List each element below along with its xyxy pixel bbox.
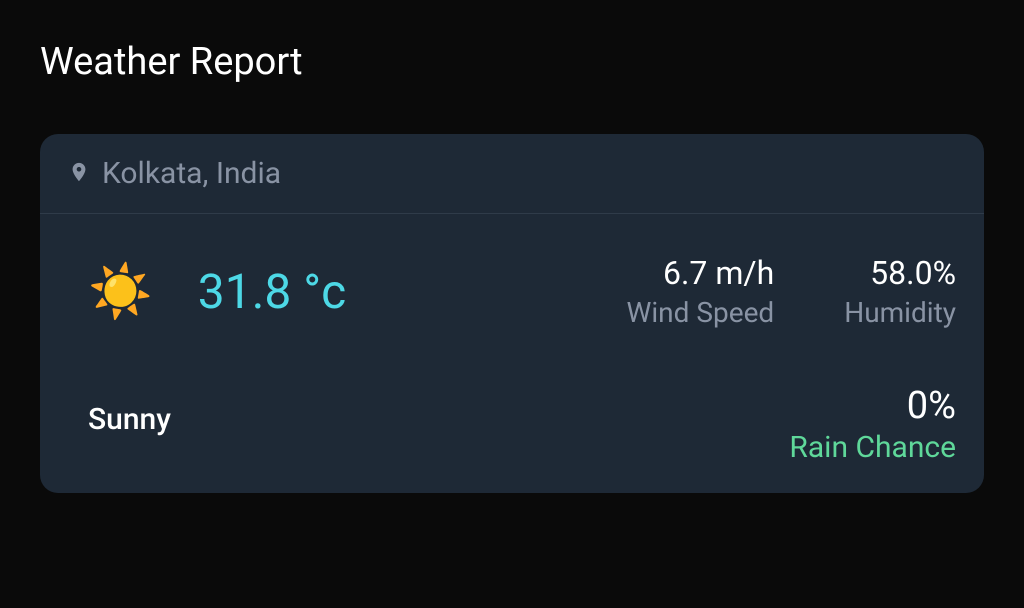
humidity-value: 58.0%: [844, 254, 956, 292]
stats-section: 6.7 m/h Wind Speed 58.0% Humidity: [627, 254, 956, 329]
temperature-value: 31.8 °c: [198, 263, 347, 320]
wind-label: Wind Speed: [627, 296, 775, 329]
condition-text: Sunny: [68, 384, 171, 437]
weather-card: Kolkata, India ☀️ 31.8 °c 6.7 m/h Wind S…: [40, 134, 984, 493]
card-body: ☀️ 31.8 °c 6.7 m/h Wind Speed 58.0% Humi…: [40, 214, 984, 493]
top-row: ☀️ 31.8 °c 6.7 m/h Wind Speed 58.0% Humi…: [68, 254, 956, 329]
rain-label: Rain Chance: [789, 430, 956, 465]
location-text: Kolkata, India: [102, 156, 281, 191]
location-pin-icon: [68, 158, 90, 190]
wind-value: 6.7 m/h: [627, 254, 775, 292]
page-title: Weather Report: [40, 40, 984, 84]
temperature-section: ☀️ 31.8 °c: [68, 263, 346, 320]
sun-icon: ☀️: [88, 266, 153, 318]
card-header: Kolkata, India: [40, 134, 984, 214]
bottom-row: Sunny 0% Rain Chance: [68, 384, 956, 465]
humidity-label: Humidity: [844, 296, 956, 329]
humidity-stat: 58.0% Humidity: [844, 254, 956, 329]
rain-value: 0%: [789, 384, 956, 428]
rain-stat: 0% Rain Chance: [789, 384, 956, 465]
wind-stat: 6.7 m/h Wind Speed: [627, 254, 775, 329]
